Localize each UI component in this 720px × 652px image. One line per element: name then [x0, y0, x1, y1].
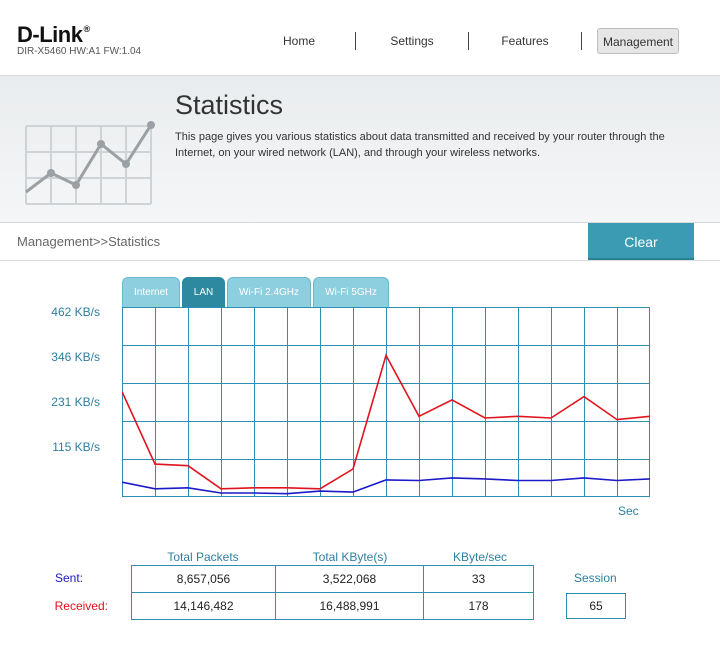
table-row: 8,657,056 3,522,068 33 — [131, 565, 534, 593]
nav-features[interactable]: Features — [501, 34, 549, 48]
session-label: Session — [574, 571, 617, 585]
sent-kbyte-sec: 33 — [423, 565, 534, 593]
header-total-kbytes: Total KByte(s) — [312, 550, 388, 564]
dlink-logo: D-Link® — [17, 22, 90, 47]
session-value: 65 — [566, 593, 626, 619]
sent-total-kbytes: 3,522,068 — [275, 565, 424, 593]
received-label: Received: — [54, 599, 108, 613]
clear-button[interactable]: Clear — [588, 223, 694, 260]
header-total-packets: Total Packets — [167, 550, 239, 564]
table-row: 14,146,482 16,488,991 178 — [131, 592, 534, 620]
nav-settings[interactable]: Settings — [390, 34, 434, 48]
nav-home[interactable]: Home — [282, 34, 315, 48]
x-axis-label: Sec — [618, 504, 639, 518]
y-tick-label: 231 KB/s — [51, 395, 100, 409]
nav-management[interactable]: Management — [597, 28, 679, 54]
nav-divider — [355, 32, 356, 50]
statistics-chart-icon — [25, 121, 155, 205]
sent-total-packets: 8,657,056 — [131, 565, 276, 593]
breadcrumb: Management>>Statistics — [17, 234, 161, 249]
page-banner: Statistics This page gives you various s… — [0, 76, 720, 223]
statistics-table: 8,657,056 3,522,068 33 14,146,482 16,488… — [131, 565, 534, 620]
main-nav: Home Settings Features Management — [0, 28, 720, 54]
received-total-kbytes: 16,488,991 — [275, 592, 424, 620]
nav-divider — [468, 32, 469, 50]
received-kbyte-sec: 178 — [423, 592, 534, 620]
y-tick-label: 115 KB/s — [52, 440, 100, 454]
page-title: Statistics — [175, 90, 284, 120]
header: D-Link® DIR-X5460 HW:A1 FW:1.04 Home Set… — [0, 0, 720, 76]
y-tick-label: 462 KB/s — [51, 305, 100, 319]
nav-divider — [581, 32, 582, 50]
traffic-chart — [122, 307, 650, 497]
received-series-line — [122, 353, 650, 490]
model-info: DIR-X5460 HW:A1 FW:1.04 — [17, 46, 142, 57]
header-kbyte-sec: KByte/sec — [452, 550, 508, 564]
sent-label: Sent: — [54, 571, 83, 585]
tab-lan[interactable]: LAN — [182, 277, 225, 307]
tab-wifi-5ghz[interactable]: Wi-Fi 5GHz — [313, 277, 389, 307]
received-total-packets: 14,146,482 — [131, 592, 276, 620]
tab-wifi-24ghz[interactable]: Wi-Fi 2.4GHz — [227, 277, 311, 307]
y-tick-label: 346 KB/s — [51, 350, 100, 364]
breadcrumb-bar: Management>>Statistics Clear — [0, 223, 720, 261]
sent-series-line — [122, 477, 650, 495]
tab-internet[interactable]: Internet — [122, 277, 180, 307]
page-description: This page gives you various statistics a… — [175, 131, 665, 159]
